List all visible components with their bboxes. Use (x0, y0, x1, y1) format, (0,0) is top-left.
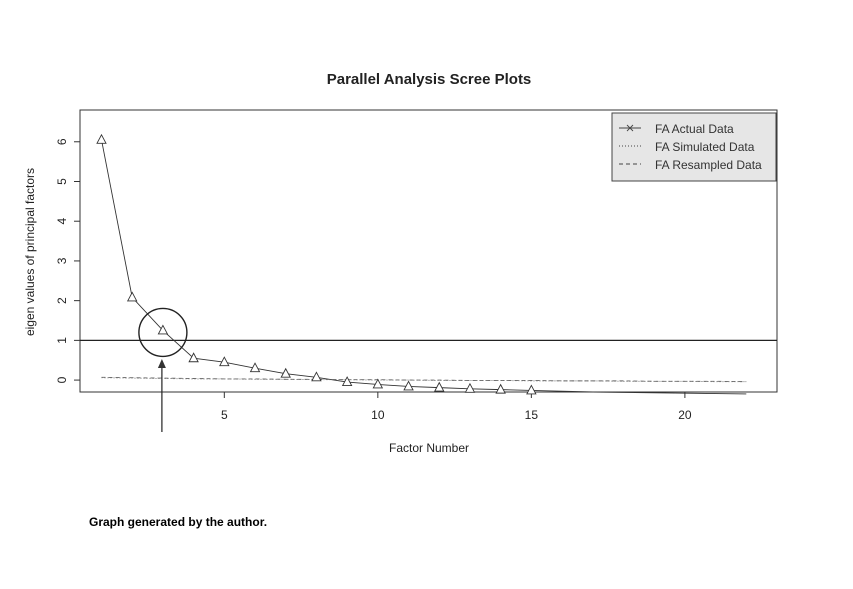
legend-label-2: FA Resampled Data (655, 158, 762, 172)
x-axis-label: Factor Number (389, 441, 469, 455)
data-point-marker (464, 382, 476, 393)
data-point-marker (249, 362, 261, 373)
y-tick-label: 6 (55, 138, 69, 145)
data-point-marker (403, 380, 414, 391)
legend-x-marker (626, 124, 634, 132)
data-point-marker (219, 356, 230, 367)
series-line-1 (101, 377, 747, 383)
x-tick-label: 20 (678, 408, 692, 422)
x-axis: 5 10 15 20 (221, 392, 692, 422)
legend-label-1: FA Simulated Data (655, 140, 755, 154)
y-tick-label: 0 (55, 376, 69, 383)
y-tick-label: 4 (55, 218, 69, 225)
data-point-marker (341, 376, 353, 387)
data-point-marker (311, 371, 322, 382)
data-point-marker (96, 133, 107, 144)
x-tick-label: 10 (371, 408, 385, 422)
series-line-2 (101, 376, 747, 383)
y-axis-label: eigen values of principal factors (23, 168, 37, 336)
legend-box (611, 112, 777, 182)
y-tick-label: 2 (55, 297, 69, 304)
data-point-marker (280, 367, 291, 378)
y-tick-label: 3 (55, 257, 69, 264)
series-line-0 (101, 139, 747, 395)
annotation-layer (138, 307, 188, 432)
data-point-marker (372, 378, 384, 389)
chart-title: Parallel Analysis Scree Plots (327, 71, 532, 88)
annotation-arrow-head (157, 359, 166, 368)
y-tick-label: 5 (55, 178, 69, 185)
data-point-marker (157, 324, 169, 335)
annotation-circle (138, 307, 188, 358)
y-tick-label: 1 (55, 337, 69, 344)
data-point-marker (495, 383, 506, 394)
data-point-marker (526, 384, 537, 395)
series-layer (80, 133, 777, 395)
legend-label-0: FA Actual Data (655, 122, 734, 136)
legend: FA Actual Data FA Simulated Data FA Resamp… (611, 112, 777, 182)
x-tick-label: 5 (221, 408, 228, 422)
y-axis: 0 1 2 3 4 5 6 (55, 138, 80, 383)
data-point-marker (433, 381, 445, 392)
figure-caption: Graph generated by the author. (89, 515, 268, 529)
x-tick-label: 15 (525, 408, 539, 422)
data-point-marker (188, 352, 199, 363)
data-point-marker (126, 291, 138, 302)
plot-frame (79, 109, 778, 393)
